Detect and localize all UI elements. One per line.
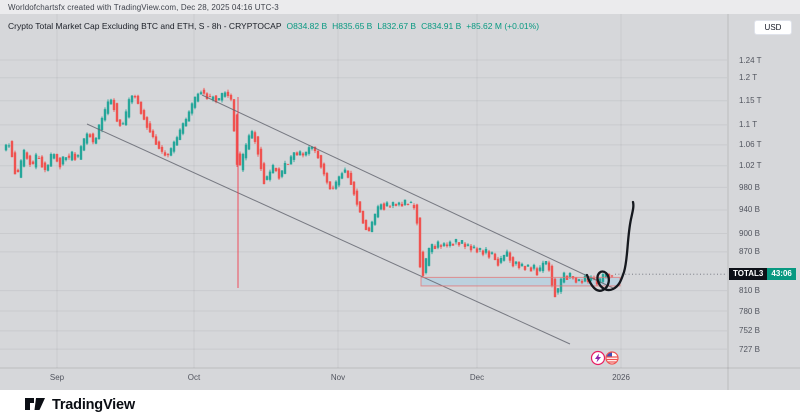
tradingview-logo[interactable]: TradingView bbox=[24, 396, 135, 413]
price-tick-label: 780 B bbox=[739, 306, 760, 316]
currency-toggle-button[interactable]: USD bbox=[754, 20, 792, 35]
price-tick-label: 1.24 T bbox=[739, 55, 762, 65]
price-tick-label: 940 B bbox=[739, 205, 760, 215]
ohlc-high: H835.65 B bbox=[332, 21, 373, 31]
time-scale[interactable]: Sep Oct Nov Dec 2026 bbox=[0, 368, 728, 390]
candlestick-series bbox=[4, 87, 614, 298]
price-tick-label: 1.15 T bbox=[739, 96, 762, 106]
time-tick-label: Nov bbox=[330, 373, 346, 382]
time-tick-label: Oct bbox=[187, 373, 201, 382]
ohlc-change: +85.62 M (+0.01%) bbox=[466, 21, 540, 31]
ohlc-close: C834.91 B bbox=[421, 21, 462, 31]
attribution-bar: Worldofchartsfx created with TradingView… bbox=[0, 0, 800, 14]
us-flag-event-icon[interactable] bbox=[605, 351, 619, 365]
chart-legend[interactable]: Crypto Total Market Cap Excluding BTC an… bbox=[8, 21, 539, 31]
price-tick-label: 1.02 T bbox=[739, 161, 762, 171]
projection-arrow bbox=[585, 200, 635, 292]
price-tick-label: 900 B bbox=[739, 229, 760, 239]
time-tick-label: 2026 bbox=[612, 373, 630, 382]
badge-countdown: 43:06 bbox=[767, 268, 796, 281]
price-tick-label: 1.06 T bbox=[739, 140, 762, 150]
price-tick-label: 870 B bbox=[739, 247, 760, 257]
price-tick-label: 1.1 T bbox=[739, 120, 758, 130]
price-tick-label: 727 B bbox=[739, 344, 760, 354]
price-tick-label: 980 B bbox=[739, 182, 760, 192]
price-tick-label: 752 B bbox=[739, 326, 760, 336]
ohlc-low: L832.67 B bbox=[377, 21, 417, 31]
time-tick-label: Sep bbox=[49, 373, 65, 382]
footer-bar: TradingView bbox=[0, 390, 800, 419]
attribution-text: Worldofchartsfx created with TradingView… bbox=[8, 2, 279, 12]
tradingview-logo-icon bbox=[25, 398, 45, 410]
time-tick-label: Dec bbox=[469, 373, 485, 382]
economic-event-icon[interactable] bbox=[590, 350, 606, 366]
price-tick-label: 810 B bbox=[739, 286, 760, 296]
badge-symbol: TOTAL3 bbox=[729, 268, 768, 281]
symbol-countdown-badge: TOTAL3 43:06 bbox=[729, 268, 796, 281]
tradingview-logo-text: TradingView bbox=[52, 396, 135, 413]
symbol-title: Crypto Total Market Cap Excluding BTC an… bbox=[8, 21, 282, 31]
ohlc-open: O834.82 B bbox=[286, 21, 328, 31]
price-tick-label: 1.2 T bbox=[739, 73, 758, 83]
price-scale[interactable]: 1.24 T 1.2 T 1.15 T 1.1 T 1.06 T 1.02 T 980 B 9… bbox=[728, 14, 800, 368]
